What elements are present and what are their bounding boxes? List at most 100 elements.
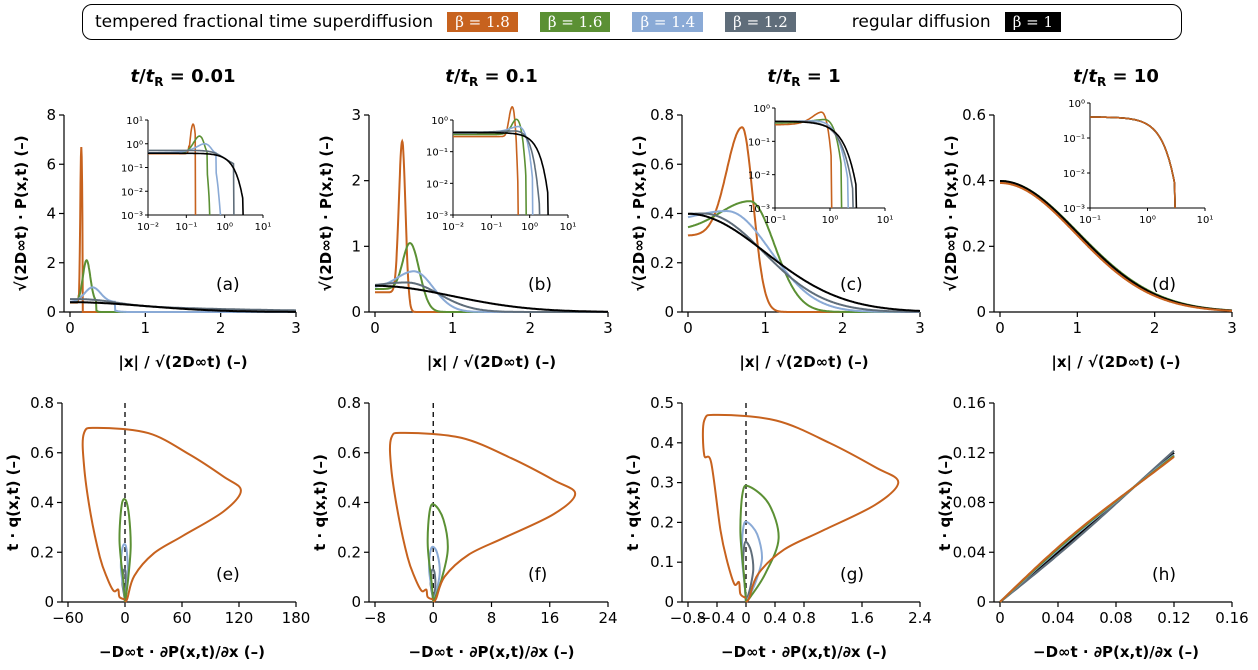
inset-y-tick-label: 10⁰ xyxy=(431,116,448,127)
legend-beta-1-8: β = 1.8 xyxy=(447,12,518,32)
panel-b: 0 1 2 3 0 1 2 3 (b) |x| / √(2D∞t) (–) √(2D∞t) · P(… xyxy=(317,106,613,372)
x-tick-label: 1 xyxy=(448,319,458,337)
y-tick-label: 0 xyxy=(44,593,54,611)
y-tick-label: 0.3 xyxy=(650,474,674,492)
y-tick-label: 6 xyxy=(46,155,56,173)
legend-beta-1-6: β = 1.6 xyxy=(539,12,611,32)
inset-series-line xyxy=(453,106,519,216)
inset-series-line xyxy=(775,111,833,209)
inset-x-tick-label: 10⁻² xyxy=(442,222,464,233)
x-tick-label: 3 xyxy=(603,319,613,337)
y-axis-label: √(2D∞t) · P(x,t) (–) xyxy=(630,135,648,291)
y-tick-label: 0.4 xyxy=(337,494,361,512)
inset-y-tick-label: 10⁰ xyxy=(126,140,143,151)
inset-series-line xyxy=(148,135,211,216)
x-tick-label: 0.16 xyxy=(1215,609,1248,627)
inset-x-tick-label: 10⁰ xyxy=(1139,215,1156,226)
x-tick-label: −0.4 xyxy=(699,609,735,627)
panel-label: (e) xyxy=(216,565,240,585)
series-line xyxy=(1000,182,1232,312)
y-tick-label: 0.4 xyxy=(30,494,54,512)
inset-x-tick-label: 10⁻¹ xyxy=(480,222,502,233)
series-line xyxy=(1000,180,1232,312)
series-line xyxy=(70,259,296,313)
inset-y-tick-label: 10⁻¹ xyxy=(1063,134,1085,145)
y-tick-label: 8 xyxy=(46,106,56,124)
x-axis-label: |x| / √(2D∞t) (–) xyxy=(118,353,247,372)
inset-y-tick-label: 10⁻¹ xyxy=(121,164,143,175)
inset-y-tick-label: 10¹ xyxy=(126,116,143,127)
legend-beta-1-4: β = 1.4 xyxy=(632,12,704,32)
x-tick-label: 0 xyxy=(120,609,130,627)
inset-series-line xyxy=(775,120,858,209)
inset-y-tick-label: 10⁻² xyxy=(121,187,143,198)
y-tick-label: 2 xyxy=(46,254,56,272)
y-axis-label: √(2D∞t) · P(x,t) (–) xyxy=(317,135,335,291)
panel-title: t/tR = 1 xyxy=(767,66,840,89)
series-line xyxy=(739,484,780,603)
x-tick-label: −60 xyxy=(52,609,84,627)
y-tick-label: 0.8 xyxy=(337,394,361,412)
panel-label: (c) xyxy=(840,275,863,295)
x-axis-label: |x| / √(2D∞t) (–) xyxy=(427,353,556,372)
panel-title: t/tR = 0.1 xyxy=(445,66,538,89)
inset-y-tick-label: 10⁻² xyxy=(1063,169,1085,180)
x-axis-label: −D∞t · ∂P(x,t)/∂x (–) xyxy=(99,643,265,661)
x-tick-label: −0.8 xyxy=(670,609,706,627)
y-tick-label: 0.08 xyxy=(953,494,986,512)
y-tick-label: 0.16 xyxy=(953,394,986,412)
x-tick-label: 120 xyxy=(225,609,254,627)
inset-y-tick-label: 10⁻¹ xyxy=(748,137,770,148)
inset-y-tick-label: 10⁻² xyxy=(426,179,448,190)
x-tick-label: 3 xyxy=(291,319,301,337)
inset-plot: 10⁻¹ 10⁰ 10¹ 10⁰ 10⁻¹ 10⁻² 10⁻³ xyxy=(1063,99,1213,226)
y-tick-label: 0.4 xyxy=(962,172,986,190)
y-tick-label: 4 xyxy=(46,205,56,223)
y-tick-label: 0.2 xyxy=(30,543,54,561)
series-line xyxy=(687,210,920,313)
series-line xyxy=(118,498,132,603)
inset-y-tick-label: 10⁻³ xyxy=(748,204,770,215)
inset-x-tick-label: 10⁰ xyxy=(521,222,538,233)
y-tick-label: 3 xyxy=(351,106,361,124)
y-tick-label: 0 xyxy=(664,303,674,321)
series-line xyxy=(688,212,920,312)
legend-box: tempered fractional time superdiffusion … xyxy=(82,4,1182,40)
x-tick-label: 0.12 xyxy=(1157,609,1190,627)
x-axis-label: −D∞t · ∂P(x,t)/∂x (–) xyxy=(721,643,887,661)
x-tick-label: 0 xyxy=(428,609,438,627)
inset-series-line xyxy=(148,149,235,216)
inset-x-tick-label: 10⁻¹ xyxy=(764,215,786,226)
x-tick-label: 2 xyxy=(216,319,226,337)
y-tick-label: 0 xyxy=(976,303,986,321)
x-tick-label: 0.08 xyxy=(1099,609,1132,627)
x-tick-label: 0 xyxy=(65,319,75,337)
inset-y-tick-label: 10⁻² xyxy=(748,171,770,182)
y-tick-label: 0.04 xyxy=(953,543,986,561)
x-tick-label: 3 xyxy=(915,319,925,337)
y-tick-label: 0.5 xyxy=(650,394,674,412)
y-tick-label: 0 xyxy=(976,593,986,611)
y-tick-label: 0.2 xyxy=(650,513,674,531)
x-tick-label: 0.8 xyxy=(792,609,816,627)
y-tick-label: 0.2 xyxy=(337,543,361,561)
series-line xyxy=(999,456,1175,603)
panel-label: (b) xyxy=(528,275,552,295)
y-tick-label: 1 xyxy=(351,237,361,255)
x-tick-label: 0 xyxy=(683,319,693,337)
inset-y-tick-label: 10⁰ xyxy=(1068,99,1085,110)
series-line xyxy=(388,431,577,603)
x-tick-label: 8 xyxy=(487,609,497,627)
inset-x-tick-label: 10¹ xyxy=(877,215,894,226)
y-tick-label: 0.8 xyxy=(30,394,54,412)
y-tick-label: 0.6 xyxy=(30,444,54,462)
x-tick-label: 1 xyxy=(141,319,151,337)
x-tick-label: 0 xyxy=(995,319,1005,337)
inset-x-tick-label: 10⁻¹ xyxy=(1079,215,1101,226)
x-tick-label: 2 xyxy=(1150,319,1160,337)
inset-series-line xyxy=(1090,116,1176,209)
legend-beta-1: β = 1 xyxy=(1004,12,1062,32)
inset-plot: 10⁻¹ 10⁰ 10¹ 10⁰ 10⁻¹ 10⁻² 10⁻³ xyxy=(748,104,893,226)
